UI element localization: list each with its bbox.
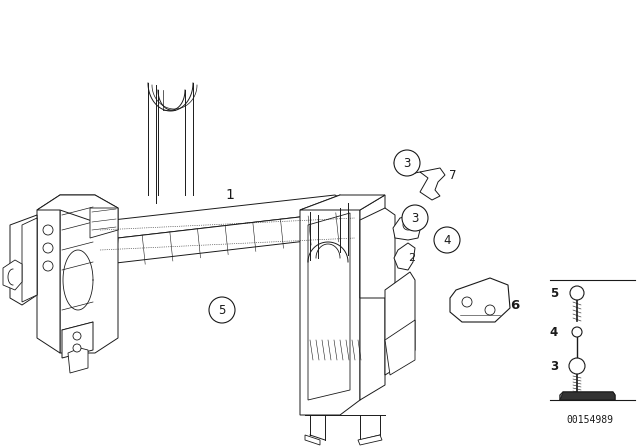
Polygon shape (450, 278, 510, 322)
Polygon shape (10, 215, 37, 305)
Text: 7: 7 (449, 168, 456, 181)
Polygon shape (393, 213, 425, 240)
Polygon shape (415, 168, 445, 200)
Circle shape (485, 305, 495, 315)
Polygon shape (560, 392, 615, 400)
Text: 3: 3 (403, 156, 411, 169)
Text: 00154989: 00154989 (566, 415, 614, 425)
Polygon shape (116, 210, 360, 263)
Circle shape (43, 225, 53, 235)
Circle shape (462, 297, 472, 307)
Polygon shape (68, 348, 88, 373)
Circle shape (43, 261, 53, 271)
Polygon shape (60, 195, 118, 353)
Polygon shape (3, 260, 22, 290)
Circle shape (73, 332, 81, 340)
Polygon shape (22, 218, 37, 302)
Polygon shape (62, 322, 93, 358)
Polygon shape (560, 392, 563, 400)
Polygon shape (385, 320, 415, 375)
Text: 3: 3 (412, 211, 419, 224)
Text: 4: 4 (550, 326, 558, 339)
Polygon shape (560, 392, 615, 400)
Circle shape (572, 327, 582, 337)
Polygon shape (37, 195, 118, 222)
Circle shape (569, 358, 585, 374)
Polygon shape (308, 213, 350, 400)
Circle shape (43, 243, 53, 253)
Polygon shape (358, 435, 382, 445)
Circle shape (73, 344, 81, 352)
Circle shape (394, 150, 420, 176)
Text: 2: 2 (408, 253, 415, 263)
Polygon shape (305, 435, 320, 445)
Polygon shape (360, 208, 395, 298)
Polygon shape (394, 243, 415, 270)
Polygon shape (90, 208, 118, 238)
Polygon shape (95, 195, 360, 238)
Text: 3: 3 (550, 359, 558, 372)
Text: 4: 4 (444, 233, 451, 246)
Polygon shape (300, 195, 385, 210)
Text: 5: 5 (218, 303, 226, 316)
Circle shape (209, 297, 235, 323)
Circle shape (570, 286, 584, 300)
Polygon shape (37, 195, 60, 353)
Circle shape (434, 227, 460, 253)
Polygon shape (360, 195, 385, 400)
Text: 5: 5 (550, 287, 558, 300)
Polygon shape (300, 195, 360, 415)
Circle shape (402, 205, 428, 231)
Text: 1: 1 (225, 188, 234, 202)
Text: 6: 6 (510, 298, 519, 311)
Polygon shape (385, 272, 415, 375)
Circle shape (403, 220, 413, 230)
